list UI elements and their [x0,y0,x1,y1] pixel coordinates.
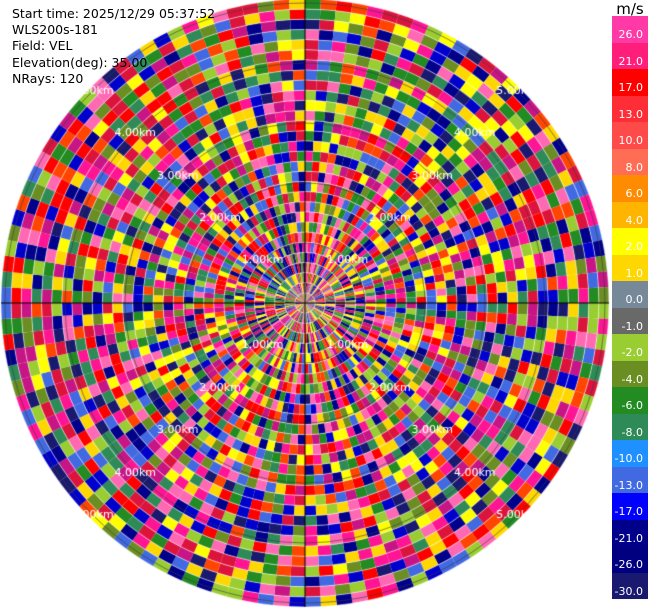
colorbar-tick-label: -26.0 [614,558,643,571]
info-panel: Start time: 2025/12/29 05:37:52 WLS200s-… [12,6,215,87]
colorbar-tick-label: 4.0 [625,213,644,227]
colorbar-level: -17.0 [612,493,648,520]
colorbar-tick-label: 10.0 [618,134,644,147]
colorbar-level: 8.0 [612,148,648,175]
colorbar: 26.0 21.0 17.0 13.0 10.0 8.0 6.0 4.0 2.0 1.0 0.0 -1… [612,16,648,599]
colorbar-level: 13.0 [612,95,648,122]
colorbar-level: -1.0 [612,307,648,334]
colorbar-level: 6.0 [612,175,648,202]
field-text: Field: VEL [12,38,73,54]
colorbar-tick-label: 17.0 [618,81,644,94]
colorbar-level: -6.0 [612,387,648,414]
colorbar-level: 0.0 [612,281,648,308]
colorbar-level: 26.0 [612,16,648,43]
colorbar-level: -30.0 [612,572,648,599]
colorbar-level: -2.0 [612,334,648,361]
colorbar-tick-label: -17.0 [614,505,643,518]
colorbar-level: 2.0 [612,228,648,255]
colorbar-tick-label: 13.0 [618,107,644,121]
colorbar-tick-label: 8.0 [625,160,644,174]
instrument-text: WLS200s-181 [12,22,98,38]
colorbar-tick-label: -21.0 [614,531,643,545]
colorbar-tick-label: 2.0 [625,240,644,253]
colorbar-tick-label: -1.0 [621,319,643,333]
colorbar-tick-label: -8.0 [621,425,643,439]
colorbar-level: 21.0 [612,42,648,69]
colorbar-tick-label: -4.0 [621,372,643,386]
colorbar-level: -26.0 [612,546,648,573]
start-time-text: Start time: 2025/12/29 05:37:52 [12,6,216,21]
colorbar-level: -10.0 [612,440,648,467]
colorbar-level: -8.0 [612,413,648,440]
colorbar-level: -4.0 [612,360,648,387]
colorbar-tick-label: -6.0 [621,399,643,412]
colorbar-unit: m/s [616,0,644,18]
colorbar-level: 10.0 [612,122,648,149]
colorbar-level: -21.0 [612,519,648,546]
colorbar-tick-label: 26.0 [618,28,644,41]
colorbar-tick-label: -10.0 [614,452,643,465]
colorbar-level: -13.0 [612,466,648,493]
colorbar-tick-label: 1.0 [625,266,644,280]
colorbar-tick-label: 21.0 [618,54,644,68]
elevation-text: Elevation(deg): 35.00 [12,54,148,70]
colorbar-tick-label: -30.0 [614,584,643,598]
nrays-text: NRays: 120 [12,70,84,86]
colorbar-tick-label: 0.0 [625,293,644,306]
colorbar-tick-label: -2.0 [621,346,643,359]
colorbar-level: 1.0 [612,254,648,281]
colorbar-level: 4.0 [612,201,648,228]
colorbar-level: 17.0 [612,69,648,96]
colorbar-tick-label: -13.0 [614,478,643,492]
colorbar-tick-label: 6.0 [625,187,644,200]
